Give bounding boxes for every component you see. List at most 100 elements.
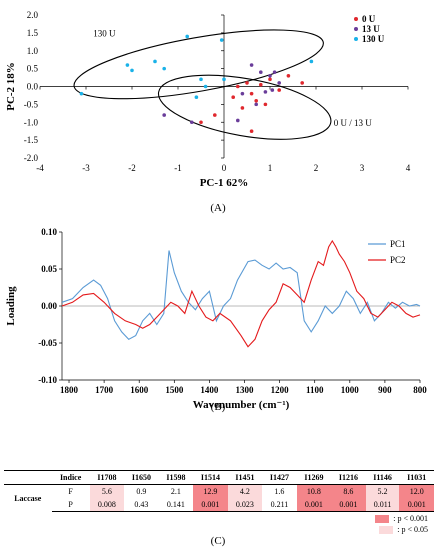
legend-label: 13 U (362, 24, 380, 34)
scatter-point (203, 84, 208, 89)
scatter-point (222, 77, 226, 82)
x-tick-label: 4 (406, 163, 411, 173)
table-cell: 0.001 (193, 498, 228, 512)
table-group-label: Laccase (14, 493, 42, 503)
x-tick-label: 1000 (341, 385, 360, 395)
x-tick-label: 1500 (165, 385, 184, 395)
scatter-point (263, 90, 268, 94)
table-row-label-f: F (68, 487, 73, 496)
x-tick-label: 1600 (130, 385, 149, 395)
scatter-point (268, 73, 272, 78)
scatter-point (309, 59, 314, 64)
scatter-point (213, 113, 217, 117)
scatter-point (270, 88, 275, 92)
scatter-point (190, 120, 194, 125)
legend-label: 130 U (362, 34, 385, 44)
y-tick-label: -0.10 (38, 375, 57, 385)
scatter-point (254, 102, 258, 107)
table-cell: 4.2 (227, 484, 263, 498)
x-tick-label: 3 (360, 163, 365, 173)
scatter-point (263, 102, 268, 107)
table-legend-strong: : p < 0.001 (4, 514, 428, 523)
y-tick-label: 1.0 (27, 46, 39, 56)
x-tick-label: 0 (222, 163, 227, 173)
table-column-header: I1708 (89, 470, 125, 485)
scatter-point (277, 88, 282, 92)
table-cell: 0.001 (331, 498, 366, 512)
x-axis-title: PC-1 62% (200, 177, 249, 189)
x-tick-label: 800 (413, 385, 427, 395)
scatter-point (153, 59, 157, 64)
table-legend-light: : p < 0.05 (4, 525, 428, 534)
scatter-point (268, 77, 272, 82)
table-corner-header: Indice (51, 470, 90, 485)
y-tick-label: -0.5 (24, 99, 39, 109)
table-column-header: I1269 (296, 470, 332, 485)
x-tick-label: 1 (268, 163, 273, 173)
table-empty-corner (4, 470, 52, 485)
y-tick-label: 2.0 (27, 10, 39, 20)
table-cell: 12.0 (399, 484, 434, 498)
scatter-point (240, 91, 245, 96)
table-row-label-p: P (51, 498, 90, 512)
table-legend-swatch-light (379, 525, 394, 534)
table-cell: 10.8 (296, 484, 332, 498)
group-annotation: 0 U / 13 U (334, 118, 373, 128)
significance-table: Indice I1708 I1650 I1598 I1514 I1451 I1427 I12… (4, 470, 434, 512)
scatter-point (130, 68, 134, 73)
x-tick-label: -3 (82, 163, 90, 173)
y-tick-label: -1.5 (24, 135, 39, 145)
x-tick-label: -4 (36, 163, 44, 173)
y-axis-title: PC-2 18% (5, 62, 17, 111)
x-tick-label: -2 (128, 163, 136, 173)
table-cell: 12.9 (193, 484, 228, 498)
legend-marker (354, 37, 358, 41)
table-cell: 0.211 (262, 498, 297, 512)
table-column-header: I1650 (124, 470, 159, 485)
y-tick-label: -2.0 (24, 153, 39, 163)
pca-scatter-panel: -4 -3 -2 -1 0 1 2 3 4 2.0 1.5 1.0 0.5 0.0 -0.5 -1.0 -1.5… (5, 10, 411, 189)
scatter-point (240, 106, 245, 110)
table-cell: 5.2 (365, 484, 400, 498)
legend-label: PC2 (390, 255, 406, 265)
scatter-point (259, 82, 263, 87)
x-tick-label: 2 (314, 163, 319, 173)
y-tick-label: 0.00 (41, 301, 57, 311)
panel-b-caption: (B) (211, 401, 226, 413)
table-column-header: I1514 (193, 470, 228, 485)
scatter-point (162, 113, 166, 117)
table-legend-label-strong: : p < 0.001 (393, 514, 428, 523)
group-annotation: 130 U (93, 28, 116, 38)
legend-marker (354, 17, 358, 21)
scatter-point (231, 95, 235, 100)
table-legend-swatch-strong (375, 514, 390, 523)
table-legend-label-light: : p < 0.05 (397, 525, 428, 534)
x-tick-label: -1 (174, 163, 182, 173)
y-tick-label: -1.0 (24, 117, 39, 127)
table-cell: 0.43 (124, 498, 159, 512)
scatter-point (249, 129, 254, 133)
table-column-header: I1427 (262, 470, 297, 485)
table-row-p: P 0.008 0.43 0.141 0.001 0.023 0.211 0.001 0.00… (4, 498, 434, 512)
significance-table-panel: Indice I1708 I1650 I1598 I1514 I1451 I1427 I12… (4, 470, 434, 534)
y-tick-label: 1.5 (27, 28, 39, 38)
y-tick-label: 0.0 (27, 82, 39, 92)
panel-a-caption: (A) (210, 202, 226, 214)
table-cell: 0.001 (399, 498, 434, 512)
scatter-point (249, 91, 254, 96)
x-tick-label: 900 (378, 385, 392, 395)
legend-label: 0 U (362, 14, 376, 24)
x-axis-title: Wavenumber (cm⁻¹) (193, 399, 290, 411)
scatter-point (300, 81, 305, 85)
scatter-point (219, 38, 224, 42)
scatter-point (79, 91, 84, 96)
scatter-point (125, 63, 130, 67)
scatter-point (254, 99, 258, 103)
x-tick-label: 1100 (306, 385, 324, 395)
legend-marker (354, 27, 358, 31)
y-tick-label: 0.5 (27, 64, 39, 74)
scatter-point (277, 81, 282, 85)
scatter-point (185, 34, 189, 39)
